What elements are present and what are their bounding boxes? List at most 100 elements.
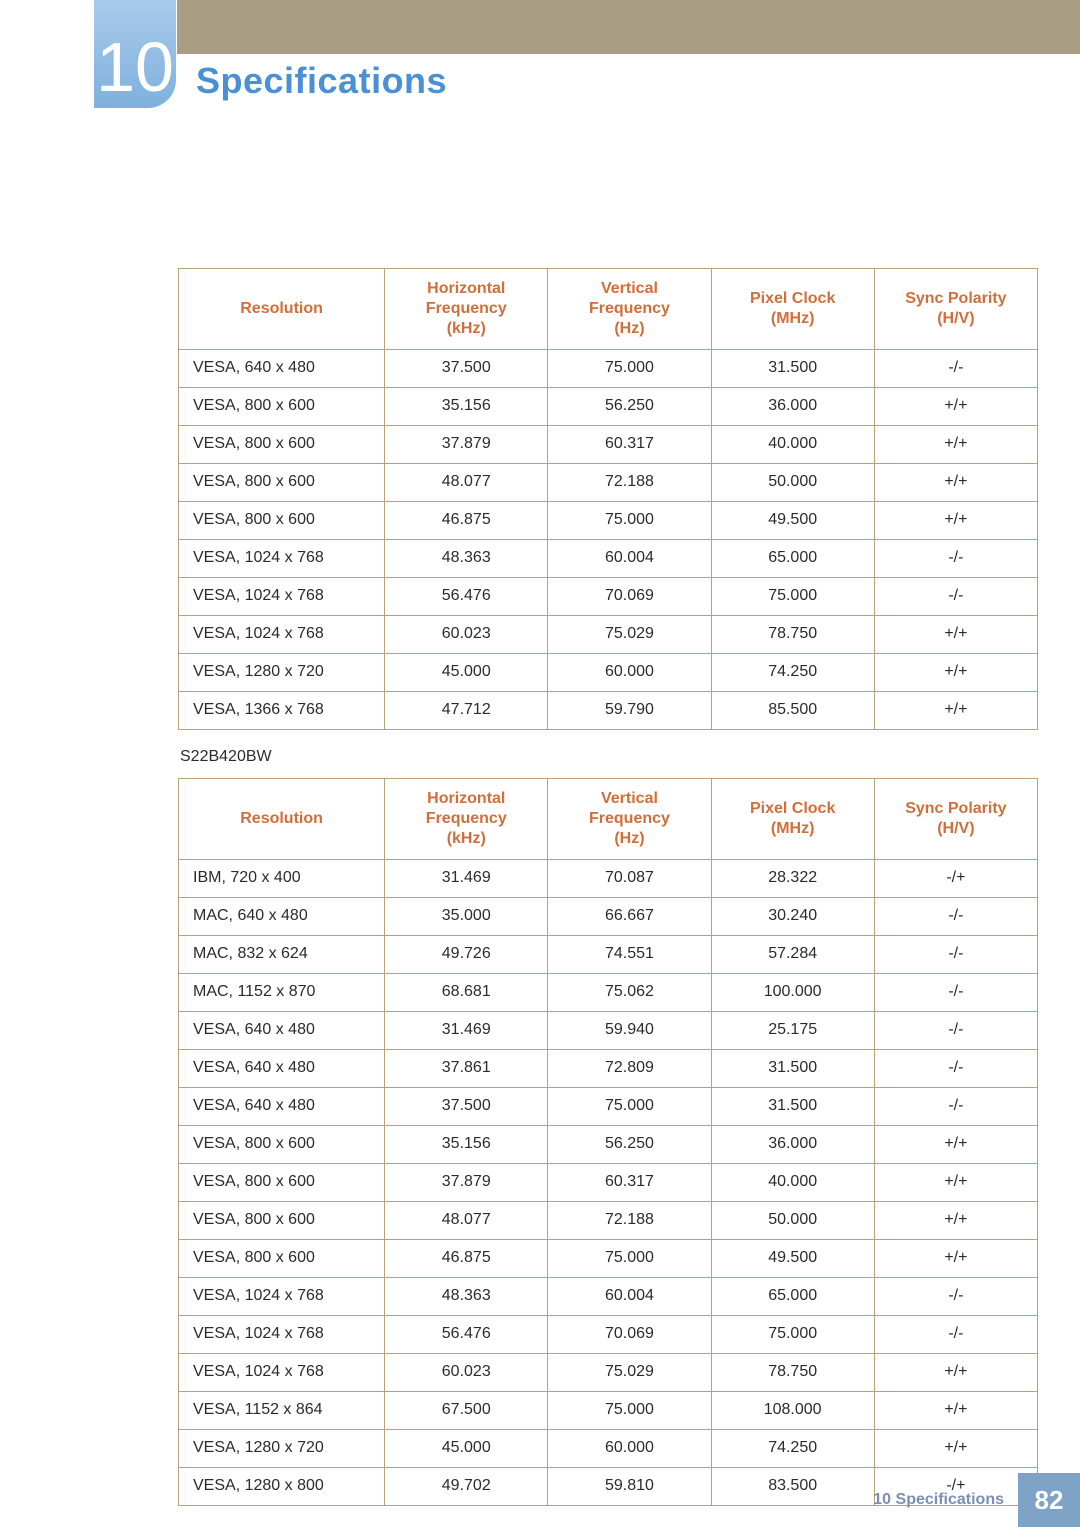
- value-cell: -/-: [874, 1088, 1037, 1126]
- value-cell: 40.000: [711, 426, 874, 464]
- value-cell: 47.712: [385, 692, 548, 730]
- resolution-cell: VESA, 800 x 600: [179, 426, 385, 464]
- value-cell: 37.861: [385, 1050, 548, 1088]
- column-header: VerticalFrequency(Hz): [548, 779, 711, 860]
- value-cell: 37.879: [385, 426, 548, 464]
- value-cell: 60.317: [548, 1164, 711, 1202]
- value-cell: 30.240: [711, 898, 874, 936]
- table-row: VESA, 800 x 60046.87575.00049.500+/+: [179, 1240, 1038, 1278]
- value-cell: 67.500: [385, 1392, 548, 1430]
- table-row: VESA, 1024 x 76848.36360.00465.000-/-: [179, 1278, 1038, 1316]
- resolution-cell: VESA, 640 x 480: [179, 350, 385, 388]
- value-cell: 60.000: [548, 1430, 711, 1468]
- value-cell: 37.879: [385, 1164, 548, 1202]
- value-cell: 56.476: [385, 1316, 548, 1354]
- value-cell: 31.500: [711, 1050, 874, 1088]
- value-cell: -/-: [874, 936, 1037, 974]
- value-cell: 49.500: [711, 502, 874, 540]
- value-cell: 31.469: [385, 860, 548, 898]
- column-header: HorizontalFrequency(kHz): [385, 269, 548, 350]
- value-cell: +/+: [874, 1202, 1037, 1240]
- value-cell: -/-: [874, 540, 1037, 578]
- value-cell: 31.500: [711, 1088, 874, 1126]
- value-cell: 48.077: [385, 464, 548, 502]
- table-row: VESA, 1024 x 76860.02375.02978.750+/+: [179, 1354, 1038, 1392]
- value-cell: 45.000: [385, 654, 548, 692]
- value-cell: 48.363: [385, 540, 548, 578]
- value-cell: 75.000: [548, 350, 711, 388]
- table-row: VESA, 800 x 60037.87960.31740.000+/+: [179, 426, 1038, 464]
- table-row: VESA, 800 x 60046.87575.00049.500+/+: [179, 502, 1038, 540]
- resolution-cell: VESA, 800 x 600: [179, 502, 385, 540]
- value-cell: +/+: [874, 654, 1037, 692]
- value-cell: -/-: [874, 1278, 1037, 1316]
- table-row: VESA, 640 x 48037.50075.00031.500-/-: [179, 350, 1038, 388]
- value-cell: 59.790: [548, 692, 711, 730]
- resolution-cell: VESA, 640 x 480: [179, 1050, 385, 1088]
- resolution-cell: MAC, 640 x 480: [179, 898, 385, 936]
- page-number: 82: [1018, 1473, 1080, 1527]
- value-cell: 75.000: [548, 1392, 711, 1430]
- value-cell: 35.000: [385, 898, 548, 936]
- value-cell: 74.551: [548, 936, 711, 974]
- table-row: VESA, 800 x 60035.15656.25036.000+/+: [179, 1126, 1038, 1164]
- value-cell: -/-: [874, 578, 1037, 616]
- chapter-badge: 10: [94, 0, 176, 108]
- resolution-cell: VESA, 1024 x 768: [179, 1316, 385, 1354]
- resolution-cell: VESA, 1024 x 768: [179, 578, 385, 616]
- column-header: HorizontalFrequency(kHz): [385, 779, 548, 860]
- value-cell: +/+: [874, 1354, 1037, 1392]
- value-cell: 35.156: [385, 388, 548, 426]
- value-cell: 45.000: [385, 1430, 548, 1468]
- value-cell: 74.250: [711, 654, 874, 692]
- value-cell: 68.681: [385, 974, 548, 1012]
- table-row: MAC, 640 x 48035.00066.66730.240-/-: [179, 898, 1038, 936]
- value-cell: +/+: [874, 616, 1037, 654]
- resolution-cell: VESA, 640 x 480: [179, 1012, 385, 1050]
- value-cell: +/+: [874, 1430, 1037, 1468]
- content: ResolutionHorizontalFrequency(kHz)Vertic…: [178, 268, 1038, 1506]
- value-cell: 75.000: [548, 1240, 711, 1278]
- value-cell: 72.188: [548, 464, 711, 502]
- value-cell: +/+: [874, 426, 1037, 464]
- value-cell: 74.250: [711, 1430, 874, 1468]
- column-header: Resolution: [179, 269, 385, 350]
- value-cell: 28.322: [711, 860, 874, 898]
- value-cell: +/+: [874, 502, 1037, 540]
- value-cell: -/-: [874, 1050, 1037, 1088]
- resolution-cell: VESA, 1366 x 768: [179, 692, 385, 730]
- value-cell: 59.940: [548, 1012, 711, 1050]
- value-cell: 65.000: [711, 540, 874, 578]
- resolution-cell: VESA, 1024 x 768: [179, 540, 385, 578]
- value-cell: +/+: [874, 1164, 1037, 1202]
- chapter-number: 10: [96, 32, 174, 102]
- value-cell: 70.087: [548, 860, 711, 898]
- table-row: VESA, 1280 x 72045.00060.00074.250+/+: [179, 1430, 1038, 1468]
- value-cell: 40.000: [711, 1164, 874, 1202]
- value-cell: 36.000: [711, 388, 874, 426]
- value-cell: 70.069: [548, 1316, 711, 1354]
- resolution-cell: VESA, 800 x 600: [179, 464, 385, 502]
- table-row: VESA, 1152 x 86467.50075.000108.000+/+: [179, 1392, 1038, 1430]
- value-cell: 46.875: [385, 502, 548, 540]
- resolution-cell: VESA, 640 x 480: [179, 1088, 385, 1126]
- value-cell: +/+: [874, 1126, 1037, 1164]
- table-row: VESA, 1366 x 76847.71259.79085.500+/+: [179, 692, 1038, 730]
- table-row: VESA, 640 x 48031.46959.94025.175-/-: [179, 1012, 1038, 1050]
- value-cell: +/+: [874, 388, 1037, 426]
- value-cell: 56.476: [385, 578, 548, 616]
- table-row: VESA, 800 x 60048.07772.18850.000+/+: [179, 1202, 1038, 1240]
- value-cell: -/-: [874, 1012, 1037, 1050]
- value-cell: 75.029: [548, 1354, 711, 1392]
- value-cell: 31.500: [711, 350, 874, 388]
- table-row: VESA, 640 x 48037.86172.80931.500-/-: [179, 1050, 1038, 1088]
- value-cell: 75.062: [548, 974, 711, 1012]
- value-cell: 60.023: [385, 616, 548, 654]
- resolution-cell: VESA, 1280 x 720: [179, 654, 385, 692]
- column-header: Sync Polarity(H/V): [874, 779, 1037, 860]
- value-cell: -/-: [874, 1316, 1037, 1354]
- value-cell: 75.000: [548, 502, 711, 540]
- table-row: VESA, 800 x 60035.15656.25036.000+/+: [179, 388, 1038, 426]
- value-cell: 25.175: [711, 1012, 874, 1050]
- value-cell: +/+: [874, 1240, 1037, 1278]
